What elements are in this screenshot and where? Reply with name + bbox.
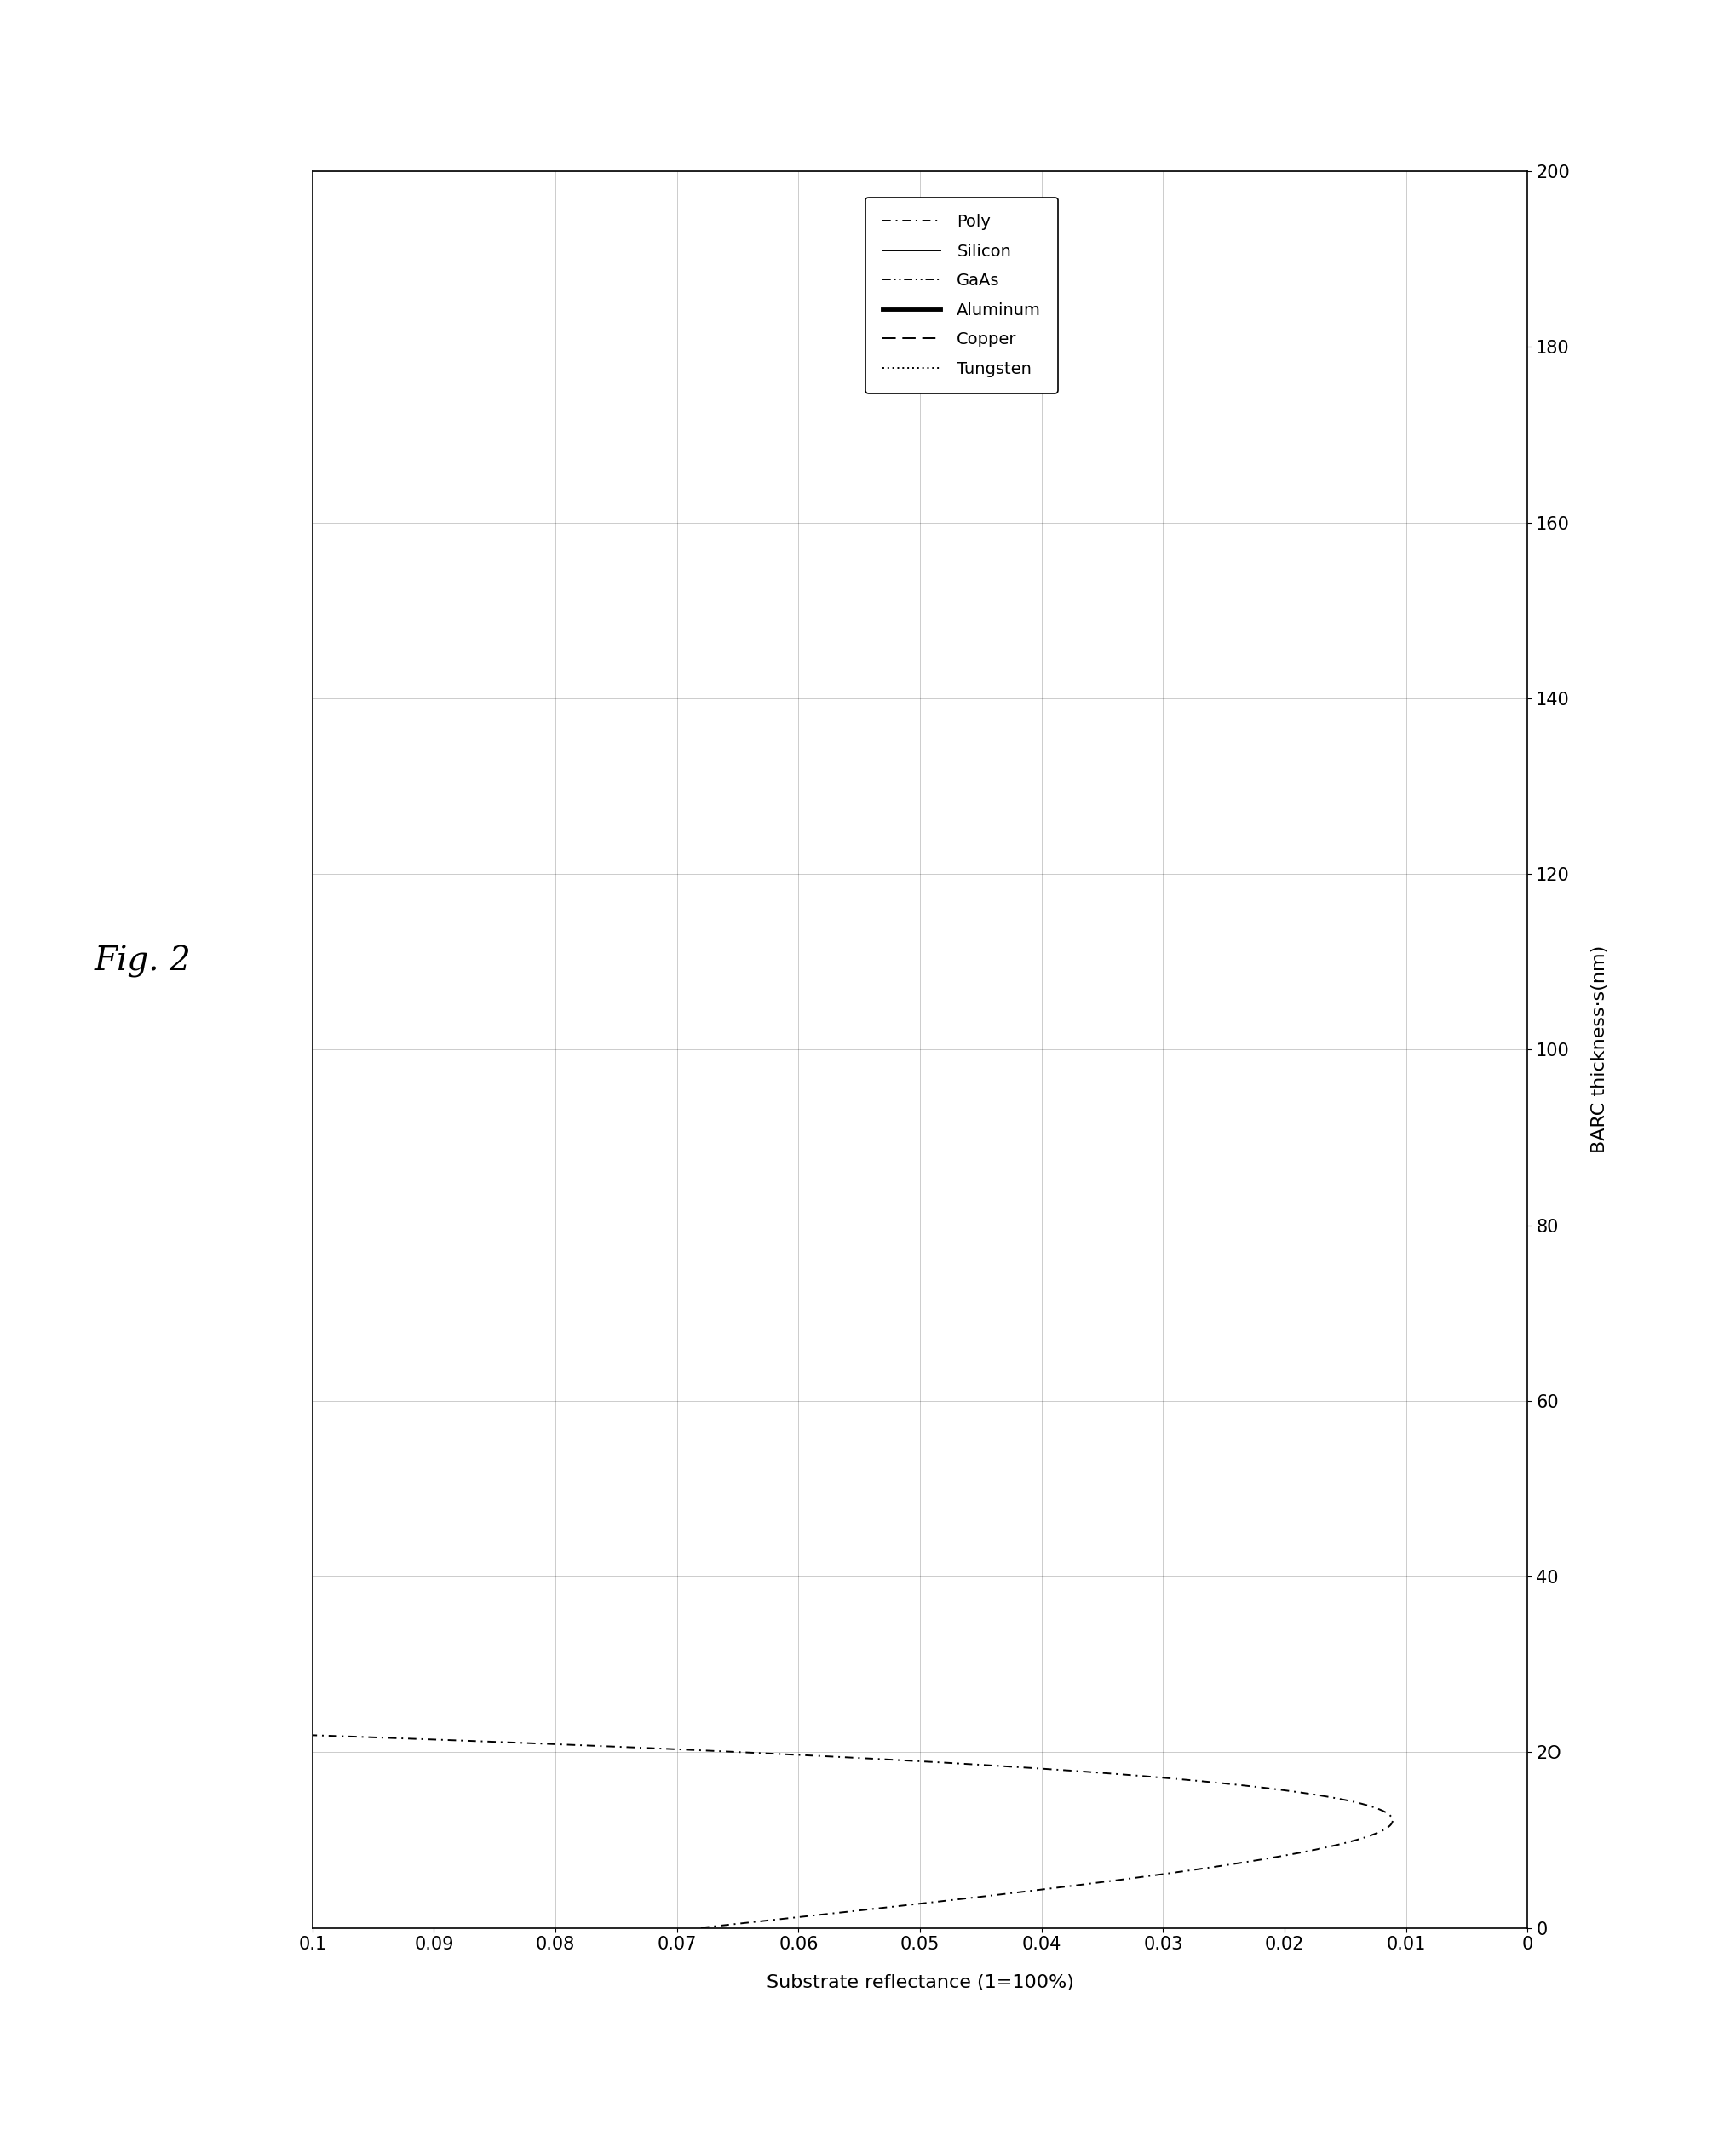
Poly xyxy=(68,1714,89,1739)
X-axis label: Substrate reflectance (1=100%): Substrate reflectance (1=100%) xyxy=(766,1975,1075,1992)
Line: Poly: Poly xyxy=(0,171,1392,1928)
Text: Fig. 2: Fig. 2 xyxy=(94,945,191,979)
Legend: Poly, Silicon, GaAs, Aluminum, Copper, Tungsten: Poly, Silicon, GaAs, Aluminum, Copper, T… xyxy=(866,197,1057,394)
Y-axis label: BARC thickness·s(nm): BARC thickness·s(nm) xyxy=(1592,945,1608,1155)
Poly xyxy=(691,1915,712,1941)
